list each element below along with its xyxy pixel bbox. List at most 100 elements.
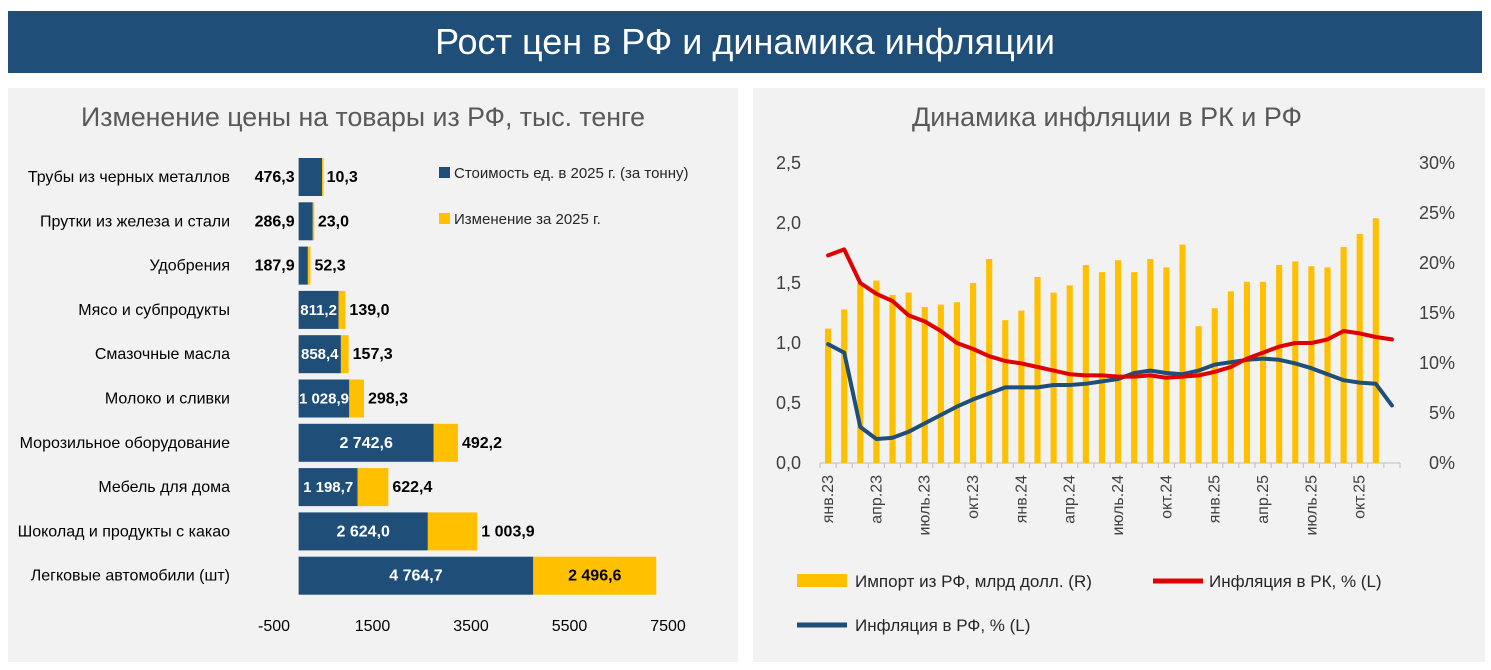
change-value-label: 1 003,9 [481,523,534,540]
category-label: Молоко и сливки [105,391,230,408]
cost-value-label: 476,3 [255,169,295,186]
import-bar [1356,233,1363,463]
cost-value-label: 4 764,7 [389,568,442,585]
x-tick-label: 5500 [552,618,588,635]
left-axis-tick: 1,0 [776,333,801,353]
x-tick-label: янв.24 [1013,475,1030,523]
legend-swatch-change [439,213,450,224]
x-tick-label: 3500 [453,618,489,635]
change-value-label: 2 496,6 [568,568,621,585]
category-label: Легковые автомобили (шт) [31,568,230,585]
right-axis-tick: 25% [1419,203,1455,223]
category-label: Морозильное оборудование [20,435,230,452]
price-change-chart: Изменение цены на товары из РФ, тыс. тен… [18,102,689,635]
x-tick-label: окт.24 [1158,475,1175,519]
change-value-label: 139,0 [349,302,389,319]
category-label: Мясо и субпродукты [78,302,230,319]
import-bar [873,280,880,463]
import-bar [857,283,864,463]
category-label: Шоколад и продукты с какао [18,523,231,540]
category-label: Трубы из черных металлов [28,169,230,186]
import-bar [1211,308,1218,463]
legend-label-change: Изменение за 2025 г. [454,211,601,228]
change-value-label: 157,3 [353,346,393,363]
inflation-chart: Динамика инфляции в РК и РФ 0,0 0,5 1,0 1,5 2… [776,102,1455,635]
import-bar [1195,326,1202,463]
import-bar [905,292,912,463]
cost-value-label: 187,9 [255,258,295,275]
import-bar [1179,244,1186,463]
bar-change [312,202,315,241]
change-value-label: 23,0 [318,213,349,230]
import-bar [921,307,928,463]
rk-inflation-line [826,247,1394,380]
x-tick-label: окт.23 [965,475,982,519]
x-tick-label: июль.24 [1110,475,1127,536]
legend-label-rk: Инфляция в РК, % (L) [1209,572,1382,591]
legend-label-rf: Инфляция в РФ, % (L) [855,616,1030,635]
import-bar [1131,272,1138,463]
import-bar [1276,265,1283,463]
x-tick-label: апр.24 [1062,475,1079,524]
import-bar [889,295,896,463]
legend-label-import: Импорт из РФ, млрд долл. (R) [855,572,1092,591]
bar-change [338,290,346,329]
import-bar [1114,260,1122,463]
import-bar [1243,281,1251,463]
category-label: Смазочные масла [95,346,230,363]
import-bar [841,309,848,463]
cost-value-label: 2 742,6 [339,435,392,452]
right-axis-tick: 30% [1419,153,1455,173]
cost-value-label: 2 624,0 [337,523,390,540]
import-bar [1259,281,1267,463]
bar-change [322,158,324,196]
import-bar [1002,320,1009,463]
import-bar [1324,267,1331,463]
cost-value-label: 811,2 [300,302,337,319]
cost-value-label: 286,9 [255,213,295,230]
import-bar [986,259,993,463]
bar-change [533,556,657,595]
import-bar [1098,272,1106,463]
change-value-label: 298,3 [368,391,408,408]
x-tick-label: июль.25 [1303,475,1320,536]
left-axis-tick: 0,5 [776,393,801,413]
x-tick-label: -500 [258,618,290,635]
right-axis-tick: 15% [1419,303,1455,323]
import-bar [937,304,944,463]
legend-swatch-import [797,574,847,587]
bar-cost [298,202,313,241]
left-axis-tick: 2,5 [776,153,801,173]
left-axis-tick: 0,0 [776,453,801,473]
import-bar [1147,259,1154,463]
import-bar [1082,265,1089,463]
change-value-label: 52,3 [314,258,345,275]
inflation-panel: Динамика инфляции в РК и РФ 0,0 0,5 1,0 1,5 2… [753,88,1485,662]
right-axis-tick: 5% [1429,403,1455,423]
bar-cost [298,468,358,507]
bar-cost [298,335,341,374]
x-tick-label: янв.23 [820,475,837,523]
left-axis-tick: 1,5 [776,273,801,293]
legend-label-cost: Стоимость ед. в 2025 г. (за тонну) [454,165,689,182]
import-bar [1227,291,1234,463]
import-bar [1372,218,1379,463]
x-tick-label: апр.25 [1255,475,1272,524]
bar-cost [298,246,308,285]
import-bar [1308,266,1315,463]
change-value-label: 10,3 [327,169,358,186]
right-axis-tick: 0% [1429,453,1455,473]
import-bar [824,328,832,463]
chart-title: Изменение цены на товары из РФ, тыс. тен… [81,102,645,132]
bar-cost [298,423,434,462]
change-value-label: 492,2 [462,435,502,452]
bar-cost [298,158,323,196]
import-bar [1034,277,1041,463]
chart-title: Динамика инфляции в РК и РФ [912,102,1302,132]
bar-change [433,423,458,462]
bar-change [340,335,349,374]
left-axis-tick: 2,0 [776,213,801,233]
cost-value-label: 858,4 [301,346,339,363]
right-axis-tick: 10% [1419,353,1455,373]
import-bar [1163,267,1170,463]
